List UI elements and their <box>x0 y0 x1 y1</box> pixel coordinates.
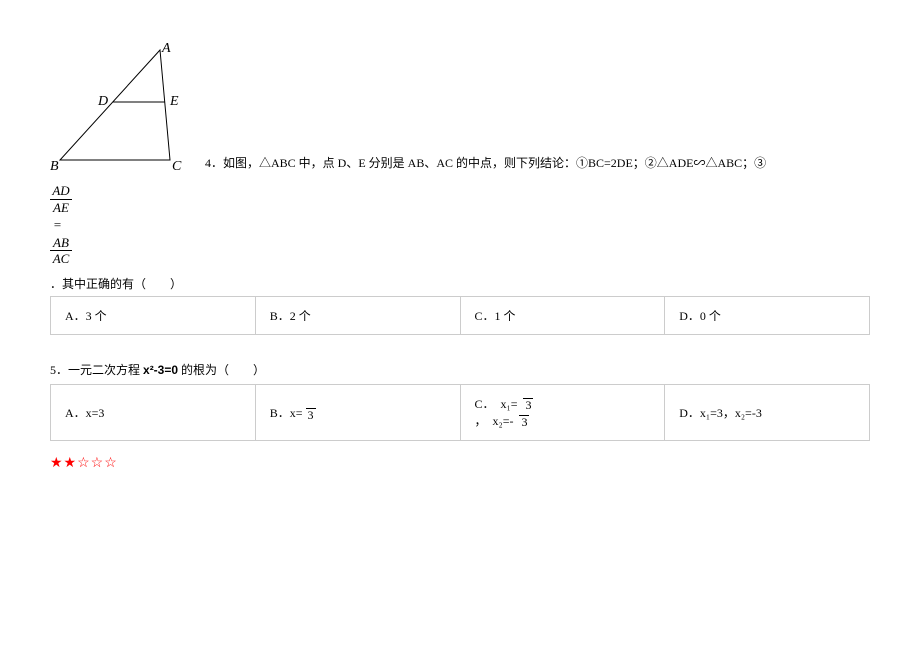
vertex-c-label: C <box>172 159 182 174</box>
question-4: A B C D E 4．如图，△ABC 中，点 D、E 分别是 AB、AC 的中… <box>50 40 870 335</box>
q5-stem-suffix: 的根为（ ） <box>178 363 265 377</box>
q4-option-b: B．2 个 <box>255 296 460 334</box>
frac-den-1: AE <box>50 200 72 216</box>
stars-empty: ☆☆☆ <box>77 456 118 471</box>
q5-b-label: B．x= <box>270 406 303 420</box>
q4-tail: ．其中正确的有（ ） <box>50 275 870 292</box>
q5-c-x1: x₁= <box>501 396 518 413</box>
q5-option-b: B．x= 3 <box>255 384 460 440</box>
q5-options-table: A．x=3 B．x= 3 C． x₁= 3 ， x₂=- <box>50 384 870 441</box>
q5-c-x2: x₂=- <box>493 413 514 430</box>
vertex-b-label: B <box>50 159 59 174</box>
vertex-d-label: D <box>97 94 108 109</box>
q5-c-frac2: 3 <box>519 415 529 428</box>
q5-c-frac2-den: 3 <box>519 416 529 428</box>
q5-c-label: C． <box>475 396 495 413</box>
q4-option-c: C．1 个 <box>460 296 665 334</box>
frac-eq: = <box>53 217 870 233</box>
q5-c-sep: ， <box>475 413 487 430</box>
q5-option-d: D．x₁=3，x₂=-3 <box>665 384 870 440</box>
q4-fraction-expression: AD AE = AB AC <box>50 183 870 267</box>
triangle-figure: A B C D E <box>50 40 190 175</box>
q5-option-c: C． x₁= 3 ， x₂=- 3 <box>460 384 665 440</box>
stars-filled: ★★ <box>50 456 77 471</box>
frac-den-2: AC <box>50 251 72 267</box>
vertex-a-label: A <box>161 41 171 56</box>
frac-num-1: AD <box>50 183 72 200</box>
question-5: 5．一元二次方程 x²-3=0 的根为（ ） A．x=3 B．x= 3 C． x… <box>50 361 870 441</box>
q5-option-a: A．x=3 <box>51 384 256 440</box>
vertex-e-label: E <box>169 94 179 109</box>
q4-stem-text: 4．如图，△ABC 中，点 D、E 分别是 AB、AC 的中点，则下列结论：①B… <box>190 154 766 175</box>
q5-c-frac1-den: 3 <box>523 399 533 411</box>
q4-option-d: D．0 个 <box>665 296 870 334</box>
q5-c-frac1: 3 <box>523 398 533 411</box>
frac-num-2: AB <box>50 235 72 252</box>
q5-b-frac-den: 3 <box>306 409 316 421</box>
q5-b-frac: 3 <box>306 408 316 421</box>
q5-stem-eq: x²-3=0 <box>143 363 178 377</box>
q4-option-a: A．3 个 <box>51 296 256 334</box>
difficulty-stars: ★★☆☆☆ <box>50 455 870 472</box>
q4-options-table: A．3 个 B．2 个 C．1 个 D．0 个 <box>50 296 870 335</box>
q5-stem-prefix: 5．一元二次方程 <box>50 363 143 377</box>
q5-stem: 5．一元二次方程 x²-3=0 的根为（ ） <box>50 361 870 378</box>
q4-figure-and-stem: A B C D E 4．如图，△ABC 中，点 D、E 分别是 AB、AC 的中… <box>50 40 870 175</box>
